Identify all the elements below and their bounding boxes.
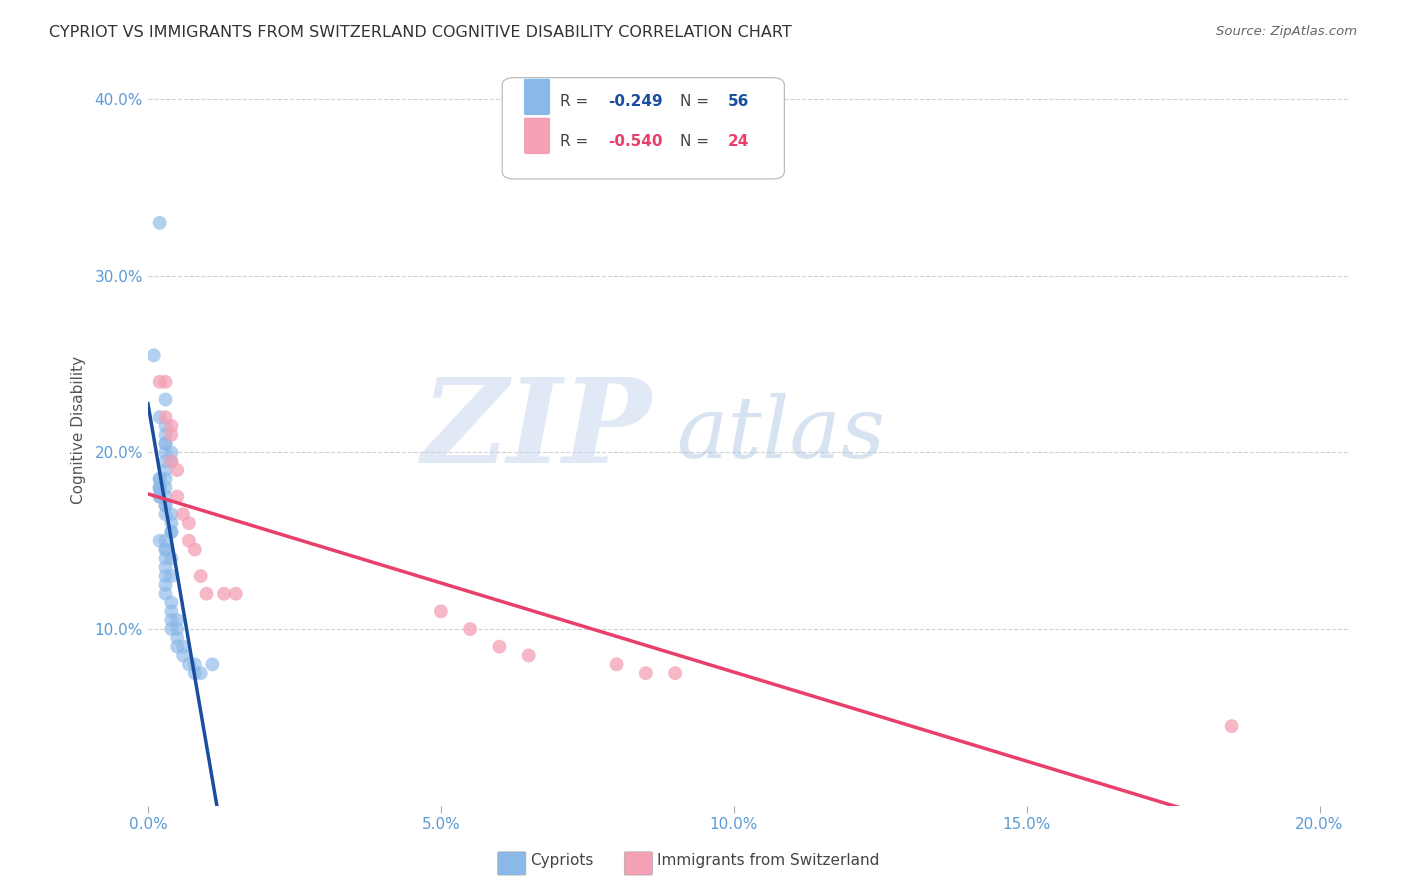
Text: N =: N =: [681, 134, 714, 149]
Point: [155, 472, 177, 486]
Text: ZIP: ZIP: [422, 373, 652, 488]
Point: [184, 542, 207, 557]
Point: [155, 499, 177, 513]
Point: [160, 524, 183, 539]
Point: [155, 499, 177, 513]
Point: [172, 508, 194, 522]
Point: [177, 657, 200, 672]
Point: [149, 472, 172, 486]
Point: [155, 542, 177, 557]
Point: [160, 508, 183, 522]
Point: [166, 463, 188, 477]
Text: 24: 24: [728, 134, 749, 149]
Point: [160, 427, 183, 442]
Point: [149, 375, 172, 389]
Point: [160, 622, 183, 636]
Point: [488, 640, 510, 654]
Point: [149, 481, 172, 495]
Text: -0.540: -0.540: [607, 134, 662, 149]
Point: [155, 454, 177, 468]
Point: [160, 516, 183, 530]
Text: -0.249: -0.249: [607, 95, 662, 109]
Y-axis label: Cognitive Disability: Cognitive Disability: [72, 356, 86, 505]
Point: [149, 490, 172, 504]
Point: [458, 622, 481, 636]
Point: [149, 490, 172, 504]
Text: R =: R =: [560, 134, 593, 149]
Text: 56: 56: [728, 95, 749, 109]
Point: [160, 524, 183, 539]
Point: [149, 481, 172, 495]
Point: [177, 516, 200, 530]
Point: [177, 533, 200, 548]
Point: [155, 569, 177, 583]
Text: N =: N =: [681, 95, 714, 109]
Point: [149, 481, 172, 495]
Point: [160, 454, 183, 468]
Point: [166, 613, 188, 627]
Text: atlas: atlas: [676, 392, 886, 475]
Text: Source: ZipAtlas.com: Source: ZipAtlas.com: [1216, 25, 1357, 38]
Point: [160, 613, 183, 627]
Point: [155, 436, 177, 450]
Point: [172, 648, 194, 663]
Point: [160, 595, 183, 609]
Point: [160, 419, 183, 434]
Point: [172, 640, 194, 654]
Point: [212, 587, 235, 601]
Point: [155, 490, 177, 504]
Point: [142, 348, 165, 362]
Point: [155, 587, 177, 601]
Point: [155, 533, 177, 548]
Point: [430, 604, 453, 618]
Point: [155, 427, 177, 442]
Text: Cypriots: Cypriots: [530, 854, 593, 868]
Point: [155, 551, 177, 566]
Point: [184, 666, 207, 681]
Point: [149, 410, 172, 425]
Point: [166, 622, 188, 636]
Point: [160, 445, 183, 459]
Point: [155, 560, 177, 574]
FancyBboxPatch shape: [524, 118, 550, 154]
Point: [606, 657, 628, 672]
Point: [166, 490, 188, 504]
Point: [160, 569, 183, 583]
Point: [155, 375, 177, 389]
Point: [664, 666, 686, 681]
Point: [155, 436, 177, 450]
Point: [155, 410, 177, 425]
Point: [190, 569, 212, 583]
Point: [160, 454, 183, 468]
Point: [155, 508, 177, 522]
Point: [149, 533, 172, 548]
Point: [155, 578, 177, 592]
Point: [1220, 719, 1243, 733]
Point: [155, 419, 177, 434]
Point: [155, 542, 177, 557]
Text: R =: R =: [560, 95, 593, 109]
Point: [155, 481, 177, 495]
Point: [160, 551, 183, 566]
Point: [201, 657, 224, 672]
FancyBboxPatch shape: [524, 78, 550, 115]
Point: [155, 445, 177, 459]
Point: [160, 604, 183, 618]
Point: [149, 216, 172, 230]
Point: [166, 631, 188, 645]
Point: [190, 666, 212, 681]
Text: CYPRIOT VS IMMIGRANTS FROM SWITZERLAND COGNITIVE DISABILITY CORRELATION CHART: CYPRIOT VS IMMIGRANTS FROM SWITZERLAND C…: [49, 25, 792, 40]
Point: [155, 463, 177, 477]
Point: [517, 648, 540, 663]
Point: [149, 472, 172, 486]
Point: [225, 587, 247, 601]
Point: [195, 587, 218, 601]
FancyBboxPatch shape: [502, 78, 785, 179]
Point: [184, 657, 207, 672]
Point: [166, 640, 188, 654]
Text: Immigrants from Switzerland: Immigrants from Switzerland: [657, 854, 879, 868]
Point: [155, 392, 177, 407]
Point: [634, 666, 657, 681]
